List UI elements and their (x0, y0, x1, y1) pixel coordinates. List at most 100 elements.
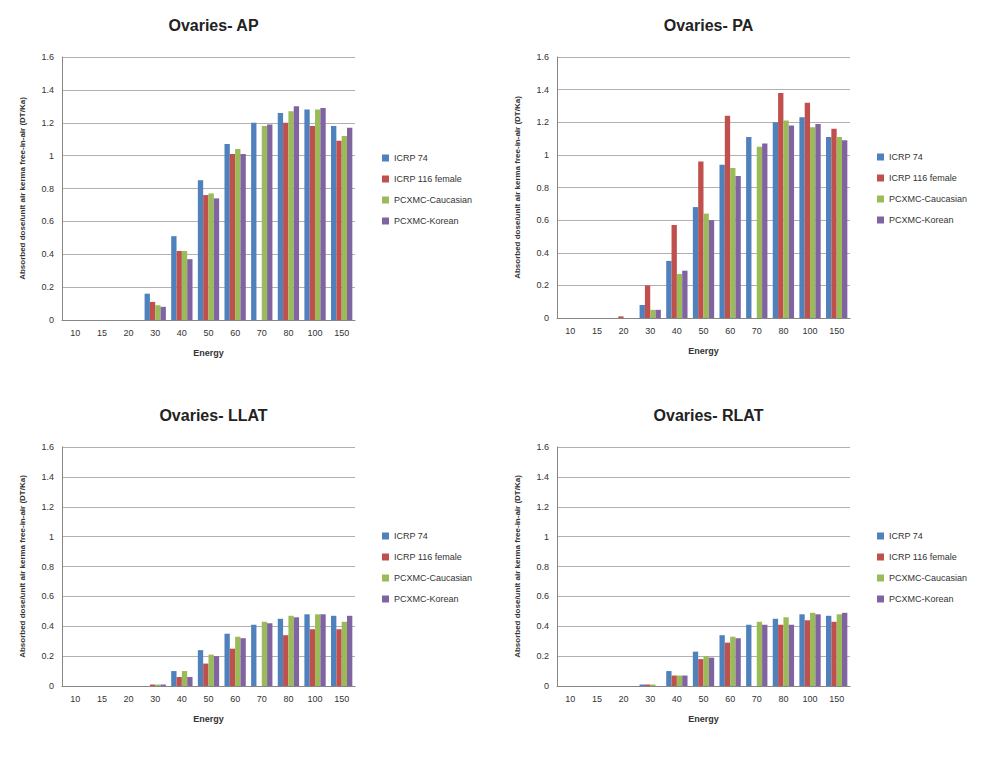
svg-text:150: 150 (334, 328, 349, 338)
svg-text:PCXMC-Korean: PCXMC-Korean (889, 215, 954, 225)
svg-text:0.4: 0.4 (536, 248, 549, 258)
svg-text:PCXMC-Caucasian: PCXMC-Caucasian (394, 573, 472, 583)
svg-text:PCXMC-Korean: PCXMC-Korean (394, 594, 459, 604)
svg-text:10: 10 (70, 694, 80, 704)
svg-text:Energy: Energy (688, 714, 719, 724)
svg-text:0: 0 (49, 315, 54, 325)
svg-text:Energy: Energy (193, 714, 224, 724)
svg-text:0.8: 0.8 (41, 562, 54, 572)
svg-text:PCXMC-Caucasian: PCXMC-Caucasian (889, 194, 967, 204)
svg-text:40: 40 (672, 326, 682, 336)
svg-text:50: 50 (203, 694, 213, 704)
svg-text:Absorbed dose/unit air kerma f: Absorbed dose/unit air kerma free-in-air… (513, 475, 522, 658)
svg-text:0: 0 (49, 681, 54, 691)
svg-text:40: 40 (177, 694, 187, 704)
svg-text:0: 0 (544, 313, 549, 323)
svg-text:ICRP 116 female: ICRP 116 female (394, 552, 462, 562)
svg-text:PCXMC-Korean: PCXMC-Korean (394, 216, 459, 226)
svg-text:80: 80 (778, 326, 788, 336)
svg-text:1.6: 1.6 (536, 442, 549, 452)
svg-text:PCXMC-Caucasian: PCXMC-Caucasian (889, 573, 967, 583)
svg-text:80: 80 (283, 328, 293, 338)
svg-text:60: 60 (230, 694, 240, 704)
svg-text:70: 70 (752, 326, 762, 336)
svg-text:70: 70 (257, 694, 267, 704)
svg-text:1.6: 1.6 (41, 52, 54, 62)
svg-text:30: 30 (645, 326, 655, 336)
svg-text:Absorbed dose/unit air kerma f: Absorbed dose/unit air kerma free-in-air… (18, 475, 27, 658)
svg-text:0: 0 (544, 681, 549, 691)
svg-text:PCXMC-Korean: PCXMC-Korean (889, 594, 954, 604)
svg-text:20: 20 (124, 328, 134, 338)
svg-text:1: 1 (544, 532, 549, 542)
svg-text:ICRP 74: ICRP 74 (394, 531, 428, 541)
svg-text:0.4: 0.4 (41, 621, 54, 631)
svg-text:50: 50 (698, 326, 708, 336)
svg-text:70: 70 (257, 328, 267, 338)
svg-text:100: 100 (308, 694, 323, 704)
svg-text:150: 150 (829, 326, 844, 336)
svg-text:1.4: 1.4 (536, 85, 549, 95)
svg-text:ICRP 74: ICRP 74 (889, 531, 923, 541)
svg-text:100: 100 (803, 694, 818, 704)
svg-text:0.8: 0.8 (536, 183, 549, 193)
svg-text:30: 30 (150, 694, 160, 704)
svg-text:20: 20 (619, 694, 629, 704)
svg-text:70: 70 (752, 694, 762, 704)
svg-text:0.2: 0.2 (536, 651, 549, 661)
svg-text:0.4: 0.4 (41, 249, 54, 259)
svg-text:1.2: 1.2 (41, 502, 54, 512)
svg-text:1.2: 1.2 (536, 502, 549, 512)
svg-text:Absorbed dose/unit air kerma f: Absorbed dose/unit air kerma free-in-air… (18, 97, 27, 280)
svg-text:0.6: 0.6 (536, 215, 549, 225)
svg-text:0.4: 0.4 (536, 621, 549, 631)
svg-text:30: 30 (150, 328, 160, 338)
svg-text:150: 150 (334, 694, 349, 704)
svg-text:10: 10 (70, 328, 80, 338)
svg-text:0.6: 0.6 (41, 591, 54, 601)
svg-text:0.6: 0.6 (536, 591, 549, 601)
svg-text:ICRP 116 female: ICRP 116 female (394, 174, 462, 184)
svg-text:1.6: 1.6 (536, 52, 549, 62)
svg-text:40: 40 (177, 328, 187, 338)
svg-text:50: 50 (698, 694, 708, 704)
svg-text:1: 1 (49, 532, 54, 542)
svg-text:Absorbed dose/unit air kerma f: Absorbed dose/unit air kerma free-in-air… (513, 96, 522, 279)
svg-text:Energy: Energy (688, 346, 719, 356)
svg-text:1.4: 1.4 (536, 472, 549, 482)
svg-text:40: 40 (672, 694, 682, 704)
svg-text:ICRP 74: ICRP 74 (889, 152, 923, 162)
svg-text:ICRP 116 female: ICRP 116 female (889, 173, 957, 183)
svg-text:Ovaries- RLAT: Ovaries- RLAT (654, 407, 764, 424)
svg-text:0.8: 0.8 (41, 184, 54, 194)
svg-text:1: 1 (544, 150, 549, 160)
svg-text:Ovaries- PA: Ovaries- PA (664, 17, 754, 34)
svg-text:0.8: 0.8 (536, 562, 549, 572)
svg-text:10: 10 (565, 694, 575, 704)
svg-text:15: 15 (592, 694, 602, 704)
svg-text:ICRP 116 female: ICRP 116 female (889, 552, 957, 562)
svg-text:100: 100 (308, 328, 323, 338)
svg-text:1.2: 1.2 (41, 118, 54, 128)
svg-text:0.2: 0.2 (41, 282, 54, 292)
svg-text:20: 20 (619, 326, 629, 336)
svg-text:0.2: 0.2 (536, 280, 549, 290)
svg-text:Ovaries- LLAT: Ovaries- LLAT (159, 407, 267, 424)
svg-text:ICRP 74: ICRP 74 (394, 153, 428, 163)
svg-text:1.2: 1.2 (536, 117, 549, 127)
svg-text:1.4: 1.4 (41, 85, 54, 95)
svg-text:10: 10 (565, 326, 575, 336)
svg-text:30: 30 (645, 694, 655, 704)
svg-text:60: 60 (230, 328, 240, 338)
svg-text:Energy: Energy (193, 348, 224, 358)
svg-text:PCXMC-Caucasian: PCXMC-Caucasian (394, 195, 472, 205)
svg-text:80: 80 (283, 694, 293, 704)
svg-text:100: 100 (803, 326, 818, 336)
svg-text:15: 15 (97, 694, 107, 704)
svg-text:60: 60 (725, 326, 735, 336)
svg-text:50: 50 (203, 328, 213, 338)
svg-text:60: 60 (725, 694, 735, 704)
svg-text:80: 80 (778, 694, 788, 704)
svg-text:1.4: 1.4 (41, 472, 54, 482)
svg-text:1.6: 1.6 (41, 442, 54, 452)
